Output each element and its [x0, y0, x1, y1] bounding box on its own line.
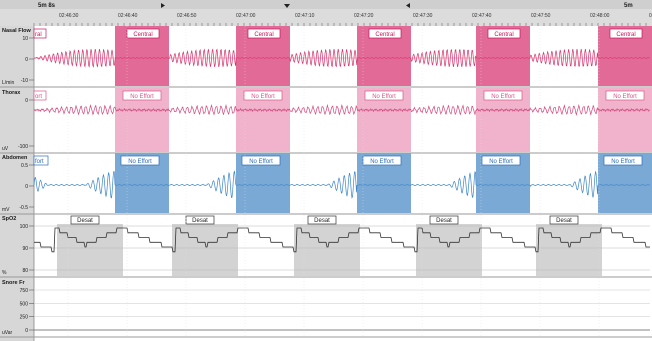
- channel-tick-label: -100: [18, 144, 28, 150]
- event-partial-label: ort: [35, 94, 42, 100]
- event-central-tag[interactable]: [368, 28, 402, 39]
- time-label: 02:48:10: [649, 13, 652, 19]
- event-desat-tag[interactable]: [549, 215, 579, 225]
- event-desat-region: [57, 224, 123, 276]
- event-noeffort-tag[interactable]: [481, 155, 521, 166]
- channel-tick-label: 0: [25, 328, 28, 334]
- channel-tick-label: 500: [20, 301, 29, 307]
- position-marker-icon[interactable]: [284, 4, 290, 8]
- scroll-left-icon[interactable]: [406, 3, 410, 8]
- abdomen-trace: [33, 170, 651, 199]
- channel-tick-label: 0.5: [21, 163, 28, 169]
- channel-unit: uVar: [2, 330, 13, 336]
- event-noeffort-tag[interactable]: [120, 155, 160, 166]
- event-desat-label: Desat: [192, 218, 208, 224]
- event-central-label: Central: [254, 32, 273, 38]
- event-noeffort-label: No Effort: [128, 159, 152, 165]
- channel-tick-label: -0.5: [19, 205, 28, 211]
- thorax-trace: [33, 103, 650, 116]
- event-noeffort-label: No Effort: [130, 94, 154, 100]
- event-desat-region: [536, 224, 602, 276]
- event-desat-region: [294, 224, 360, 276]
- channel-tick-label: 0: [25, 184, 28, 190]
- event-central-label: Central: [494, 32, 513, 38]
- event-noeffort-tag[interactable]: [243, 90, 283, 101]
- event-central-tag[interactable]: [126, 28, 160, 39]
- channel-unit: %: [2, 270, 7, 276]
- event-desat-tag[interactable]: [185, 215, 215, 225]
- event-noeffort-label: No Effort: [370, 159, 394, 165]
- time-bar-top: [0, 0, 652, 9]
- event-desat-tag[interactable]: [429, 215, 459, 225]
- event-noeffort-tag[interactable]: [483, 90, 523, 101]
- event-noeffort-label: No Effort: [249, 159, 273, 165]
- event-partial-tag: [33, 90, 47, 101]
- time-label: 02:46:50: [177, 13, 197, 19]
- time-label: 02:47:10: [295, 13, 315, 19]
- event-noeffort-label: No Effort: [251, 94, 275, 100]
- channel-tick-label: 750: [20, 288, 29, 294]
- event-partial-label: fort: [35, 159, 44, 165]
- event-partial-tag: [33, 28, 47, 39]
- channel-tick-label: 0: [25, 57, 28, 63]
- time-label: 02:47:20: [354, 13, 374, 19]
- event-central-label: Central: [375, 32, 394, 38]
- event-desat-label: Desat: [436, 218, 452, 224]
- channel-name: Abdomen: [2, 155, 28, 161]
- event-noeffort-label: No Effort: [489, 159, 513, 165]
- event-desat-tag[interactable]: [70, 215, 100, 225]
- event-noeffort-tag[interactable]: [122, 90, 162, 101]
- event-central-label: Central: [133, 32, 152, 38]
- channel-unit: uV: [2, 146, 9, 152]
- event-noeffort-tag[interactable]: [364, 90, 404, 101]
- time-label: 02:47:50: [531, 13, 551, 19]
- channel-unit: L/min: [2, 80, 14, 86]
- event-desat-tag[interactable]: [307, 215, 337, 225]
- event-noeffort-tag[interactable]: [362, 155, 402, 166]
- event-central-tag[interactable]: [487, 28, 521, 39]
- event-central-tag[interactable]: [609, 28, 643, 39]
- event-noeffort-tag[interactable]: [603, 155, 643, 166]
- channel-tick-label: 90: [22, 246, 28, 252]
- event-noeffort-tag[interactable]: [241, 155, 281, 166]
- scroll-right-icon[interactable]: [161, 3, 165, 8]
- event-desat-label: Desat: [556, 218, 572, 224]
- channel-name: Snore Fr: [2, 280, 25, 286]
- event-noeffort-label: No Effort: [611, 159, 635, 165]
- channel-tick-label: -10: [21, 78, 28, 84]
- channel-tick-label: 80: [22, 268, 28, 274]
- event-desat-label: Desat: [314, 218, 330, 224]
- channel-tick-label: 100: [20, 224, 29, 230]
- channel-name: Thorax: [2, 90, 21, 96]
- event-noeffort-label: No Effort: [372, 94, 396, 100]
- time-label: 02:46:30: [59, 13, 79, 19]
- event-desat-region: [172, 224, 238, 276]
- time-label: 02:47:40: [472, 13, 492, 19]
- spo2-trace: [34, 227, 650, 253]
- event-desat-region: [416, 224, 482, 276]
- channel-tick-label: 10: [22, 36, 28, 42]
- channel-name: Nasal Flow: [2, 28, 31, 34]
- event-noeffort-tag[interactable]: [605, 90, 645, 101]
- channel-tick-label: 250: [20, 315, 29, 321]
- event-noeffort-label: No Effort: [613, 94, 637, 100]
- time-right-label: 5m: [624, 3, 633, 9]
- time-label: 02:47:30: [413, 13, 433, 19]
- event-partial-label: ral: [35, 32, 42, 38]
- time-label: 02:47:00: [236, 13, 256, 19]
- channel-name: SpO2: [2, 216, 16, 222]
- channel-gutter: [0, 26, 34, 341]
- event-central-label: Central: [616, 32, 635, 38]
- time-left-label: 5m 8s: [38, 3, 56, 9]
- event-central-tag[interactable]: [247, 28, 281, 39]
- time-label: 02:46:40: [118, 13, 138, 19]
- event-noeffort-label: No Effort: [491, 94, 515, 100]
- channel-unit: mV: [2, 207, 10, 213]
- event-desat-label: Desat: [77, 218, 93, 224]
- time-label: 02:48:00: [590, 13, 610, 19]
- channel-tick-label: 0: [25, 98, 28, 104]
- event-partial-tag: [33, 155, 49, 166]
